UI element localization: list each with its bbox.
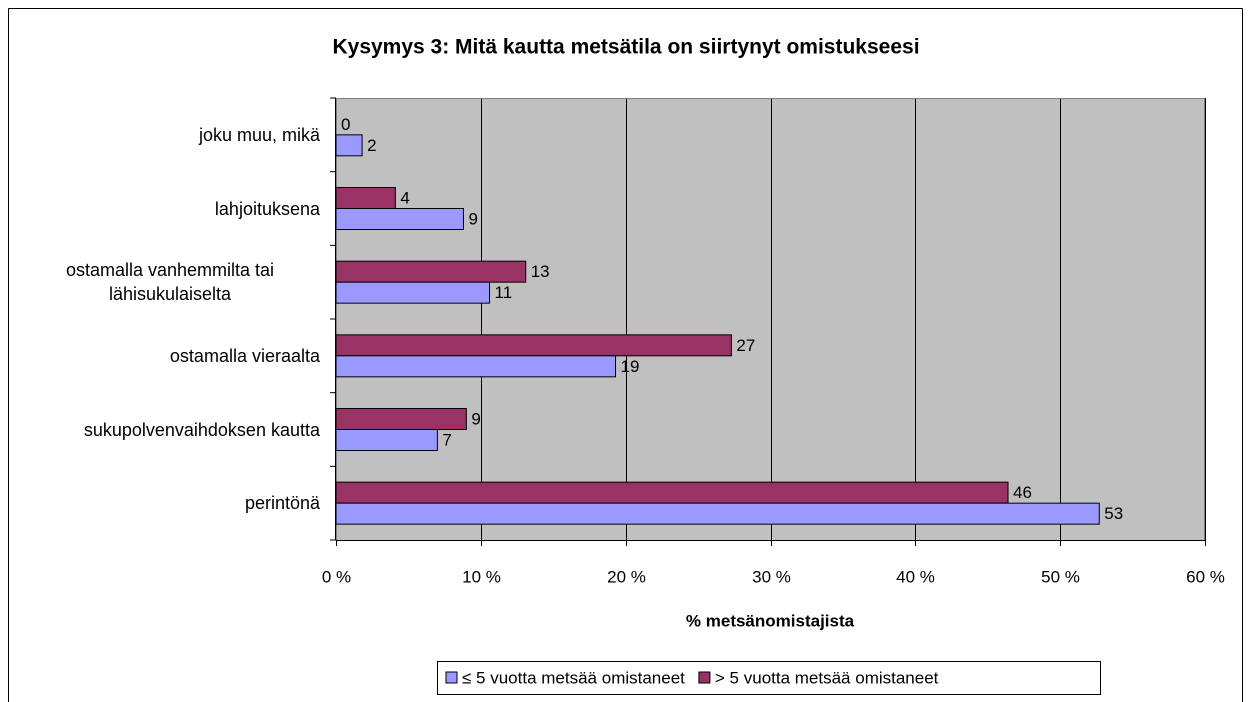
legend-swatch	[698, 671, 711, 684]
bar	[335, 281, 491, 304]
y-tick-label: lahjoituksena	[214, 198, 320, 219]
x-tick-label: 60 %	[1186, 567, 1225, 586]
x-tick-label: 0 %	[322, 567, 351, 586]
value-label: 4	[400, 188, 409, 207]
bar	[335, 429, 438, 451]
legend-label: ≤ 5 vuotta metsää omistaneet	[462, 668, 685, 687]
value-label: 0	[341, 115, 350, 134]
bar	[335, 502, 1100, 525]
x-axis-label: % metsänomistajista	[686, 611, 855, 630]
bar	[335, 408, 467, 430]
value-label: 46	[1013, 483, 1032, 502]
legend-box	[437, 661, 1101, 695]
y-tick-label: perintönä	[244, 493, 320, 514]
x-tick-label: 40 %	[896, 567, 935, 586]
y-tick-label: sukupolvenvaihdoksen kautta	[83, 419, 320, 440]
y-tick-label: ostamalla vanhemmilta tai lähisukulaisel…	[65, 260, 275, 305]
value-label: 9	[468, 209, 477, 228]
value-label: 53	[1104, 504, 1123, 523]
x-tick-label: 20 %	[607, 567, 646, 586]
bar	[335, 334, 732, 357]
x-tick-label: 30 %	[752, 567, 791, 586]
value-label: 13	[531, 262, 550, 281]
y-tick-label: ostamalla vieraalta	[169, 345, 320, 366]
x-tick-label: 50 %	[1041, 567, 1080, 586]
bar	[335, 134, 363, 157]
bar	[335, 208, 464, 230]
legend-swatch	[445, 671, 458, 684]
value-label: 27	[736, 336, 755, 355]
x-tick-label: 10 %	[462, 567, 501, 586]
bar	[335, 187, 396, 209]
value-label: 7	[442, 430, 451, 449]
value-label: 11	[495, 283, 513, 302]
bar	[335, 260, 527, 283]
y-tick-label: joku muu, mikä	[198, 124, 320, 145]
value-label: 2	[367, 136, 376, 155]
bar	[335, 481, 1009, 504]
bar	[335, 355, 617, 378]
plot-area	[336, 98, 1205, 540]
value-label: 9	[471, 409, 480, 428]
legend-label: > 5 vuotta metsää omistaneet	[715, 668, 939, 687]
chart-title: Kysymys 3: Mitä kautta metsätila on siir…	[332, 36, 919, 59]
value-label: 19	[621, 357, 640, 376]
